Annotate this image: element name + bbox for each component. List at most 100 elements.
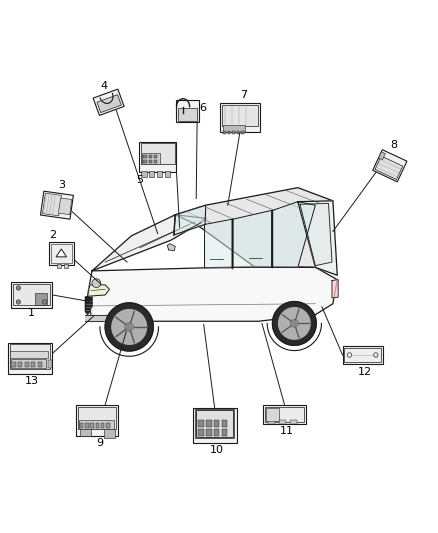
Polygon shape xyxy=(85,314,118,321)
Polygon shape xyxy=(56,249,67,257)
Bar xyxy=(64,264,68,268)
Bar xyxy=(214,420,219,427)
Bar xyxy=(222,105,258,126)
Bar xyxy=(57,264,61,268)
Bar xyxy=(141,143,174,165)
Bar xyxy=(101,423,104,427)
Bar xyxy=(18,362,22,367)
Text: 8: 8 xyxy=(391,140,398,150)
Polygon shape xyxy=(125,322,134,332)
Bar xyxy=(106,423,110,427)
Bar xyxy=(157,172,162,177)
Circle shape xyxy=(42,300,47,304)
Polygon shape xyxy=(290,319,298,327)
Polygon shape xyxy=(174,205,206,235)
Bar xyxy=(214,429,219,435)
Bar xyxy=(266,408,279,421)
Bar xyxy=(149,159,152,163)
Bar xyxy=(143,155,147,158)
Bar xyxy=(104,430,115,438)
Bar xyxy=(279,420,286,424)
Bar xyxy=(11,359,46,368)
Text: 3: 3 xyxy=(58,181,65,190)
Bar xyxy=(196,410,233,437)
Bar xyxy=(154,155,158,158)
Bar xyxy=(178,108,197,120)
Text: 6: 6 xyxy=(199,102,206,112)
Bar xyxy=(220,103,260,132)
Text: 10: 10 xyxy=(210,446,224,456)
Bar xyxy=(142,153,160,164)
Polygon shape xyxy=(112,310,147,344)
Bar xyxy=(263,405,306,424)
Bar xyxy=(290,420,297,424)
Bar xyxy=(222,429,227,435)
Bar xyxy=(41,191,73,219)
Text: 13: 13 xyxy=(25,376,39,386)
Circle shape xyxy=(347,353,352,357)
Bar xyxy=(93,89,124,115)
Text: 4: 4 xyxy=(101,80,108,91)
Text: 7: 7 xyxy=(240,90,247,100)
Bar xyxy=(97,95,121,112)
Bar xyxy=(10,351,48,358)
Text: 12: 12 xyxy=(358,367,372,377)
Bar xyxy=(35,293,47,304)
Polygon shape xyxy=(300,204,332,265)
Bar xyxy=(378,152,385,160)
Bar xyxy=(76,405,118,437)
Bar xyxy=(90,423,94,427)
Bar xyxy=(141,172,146,177)
Polygon shape xyxy=(85,296,92,314)
Bar xyxy=(222,420,227,427)
Bar xyxy=(49,242,74,265)
Text: 11: 11 xyxy=(280,426,294,436)
Polygon shape xyxy=(88,285,110,296)
Bar xyxy=(375,156,403,180)
Bar xyxy=(79,420,114,429)
Bar xyxy=(206,420,212,427)
Bar xyxy=(42,193,62,216)
Text: 5: 5 xyxy=(137,175,144,185)
Circle shape xyxy=(92,279,101,287)
Bar xyxy=(195,409,234,438)
Bar xyxy=(80,429,91,437)
Bar xyxy=(11,282,52,308)
Bar xyxy=(51,244,72,263)
Circle shape xyxy=(374,353,378,357)
Bar xyxy=(80,423,83,427)
Bar xyxy=(265,407,304,422)
Bar xyxy=(343,346,383,364)
Bar xyxy=(237,131,239,134)
Bar xyxy=(25,362,29,367)
Bar xyxy=(85,423,88,427)
Bar xyxy=(223,125,245,132)
Bar xyxy=(228,131,230,134)
Polygon shape xyxy=(272,302,316,345)
Bar xyxy=(8,343,52,374)
Polygon shape xyxy=(92,215,206,271)
Bar xyxy=(198,429,204,435)
Bar xyxy=(176,100,199,123)
Bar xyxy=(193,408,237,442)
Text: 2: 2 xyxy=(49,230,56,240)
Bar xyxy=(139,142,176,172)
Polygon shape xyxy=(167,244,175,251)
Polygon shape xyxy=(88,266,337,321)
Polygon shape xyxy=(279,308,310,339)
Polygon shape xyxy=(272,201,315,268)
Bar xyxy=(206,429,212,435)
Bar xyxy=(10,344,50,369)
Bar xyxy=(165,172,170,177)
Bar xyxy=(13,285,49,305)
Polygon shape xyxy=(332,280,338,298)
Bar xyxy=(154,159,158,163)
Bar xyxy=(268,420,275,424)
Bar xyxy=(59,198,72,215)
Circle shape xyxy=(16,300,21,304)
Bar xyxy=(149,155,152,158)
Bar xyxy=(78,407,116,430)
Bar xyxy=(149,172,154,177)
Bar xyxy=(232,131,235,134)
Bar xyxy=(38,362,42,367)
